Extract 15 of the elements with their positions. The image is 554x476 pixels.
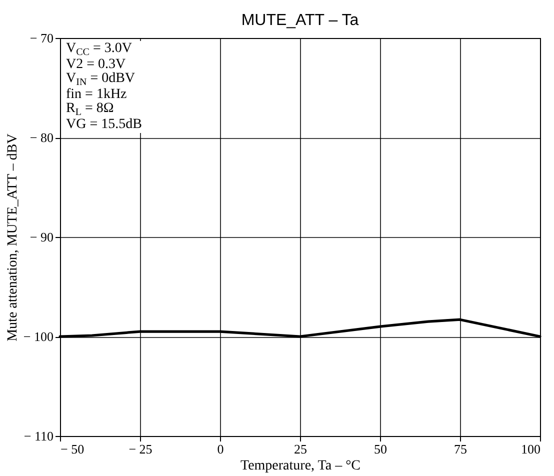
x-axis-title: Temperature, Ta – °C: [240, 458, 361, 474]
y-tick-label: − 70: [30, 30, 54, 46]
x-tick-label: 25: [294, 442, 307, 456]
y-tick-label: − 80: [30, 130, 54, 145]
x-tick-label: − 50: [60, 442, 84, 456]
y-tick-label: − 110: [24, 428, 54, 444]
x-tick-label: 75: [454, 442, 467, 456]
x-tick-label: − 25: [128, 442, 152, 456]
x-tick-label: 0: [217, 442, 224, 456]
y-axis-title: Mute attenation, MUTE_ATT – dBV: [5, 134, 20, 342]
x-tick-label: 50: [374, 442, 387, 456]
y-tick-label: − 90: [30, 230, 54, 244]
x-tick-label: 100: [521, 442, 540, 456]
chart-title: MUTE_ATT – Ta: [241, 12, 359, 29]
y-tick-label: − 100: [23, 329, 54, 344]
